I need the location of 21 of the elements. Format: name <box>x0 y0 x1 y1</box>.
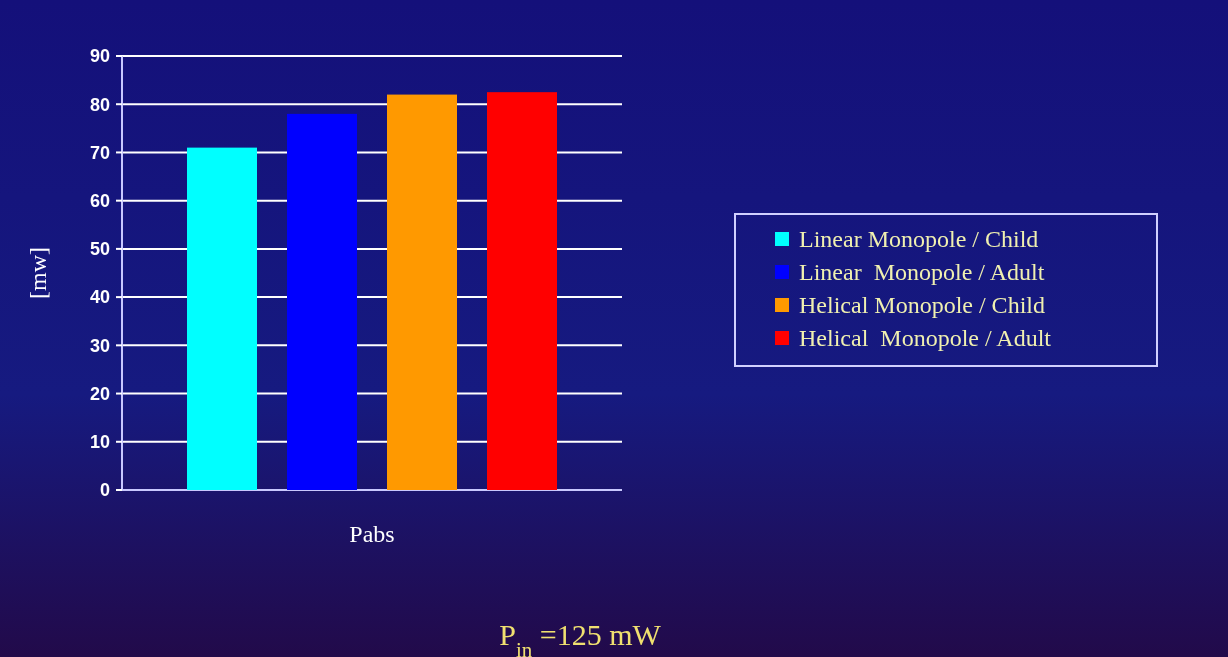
bar <box>287 113 357 490</box>
y-tick-label: 90 <box>89 46 110 67</box>
y-tick-label: 50 <box>89 239 110 260</box>
y-tick-label: 70 <box>89 142 110 163</box>
y-tick-label: 20 <box>89 383 110 404</box>
legend-label: Linear Monopole / Child <box>799 226 1039 253</box>
text: P$_{in}$ =125 mW <box>499 618 662 657</box>
y-tick-label: 10 <box>89 432 110 453</box>
y-axis-title: [mw] <box>25 247 51 299</box>
bar <box>487 92 557 490</box>
legend-label: Helical Monopole / Adult <box>799 325 1052 352</box>
y-tick-label: 40 <box>89 287 110 308</box>
bar <box>387 94 457 490</box>
y-tick-label: 0 <box>99 480 110 501</box>
y-tick-label: 30 <box>89 335 110 356</box>
legend-label: Helical Monopole / Child <box>799 292 1045 319</box>
y-tick-label: 60 <box>89 190 110 211</box>
bar <box>187 147 257 490</box>
x-tick-label: Pabs <box>349 521 395 547</box>
legend-label: Linear Monopole / Adult <box>799 259 1045 286</box>
y-tick-label: 80 <box>89 94 110 115</box>
